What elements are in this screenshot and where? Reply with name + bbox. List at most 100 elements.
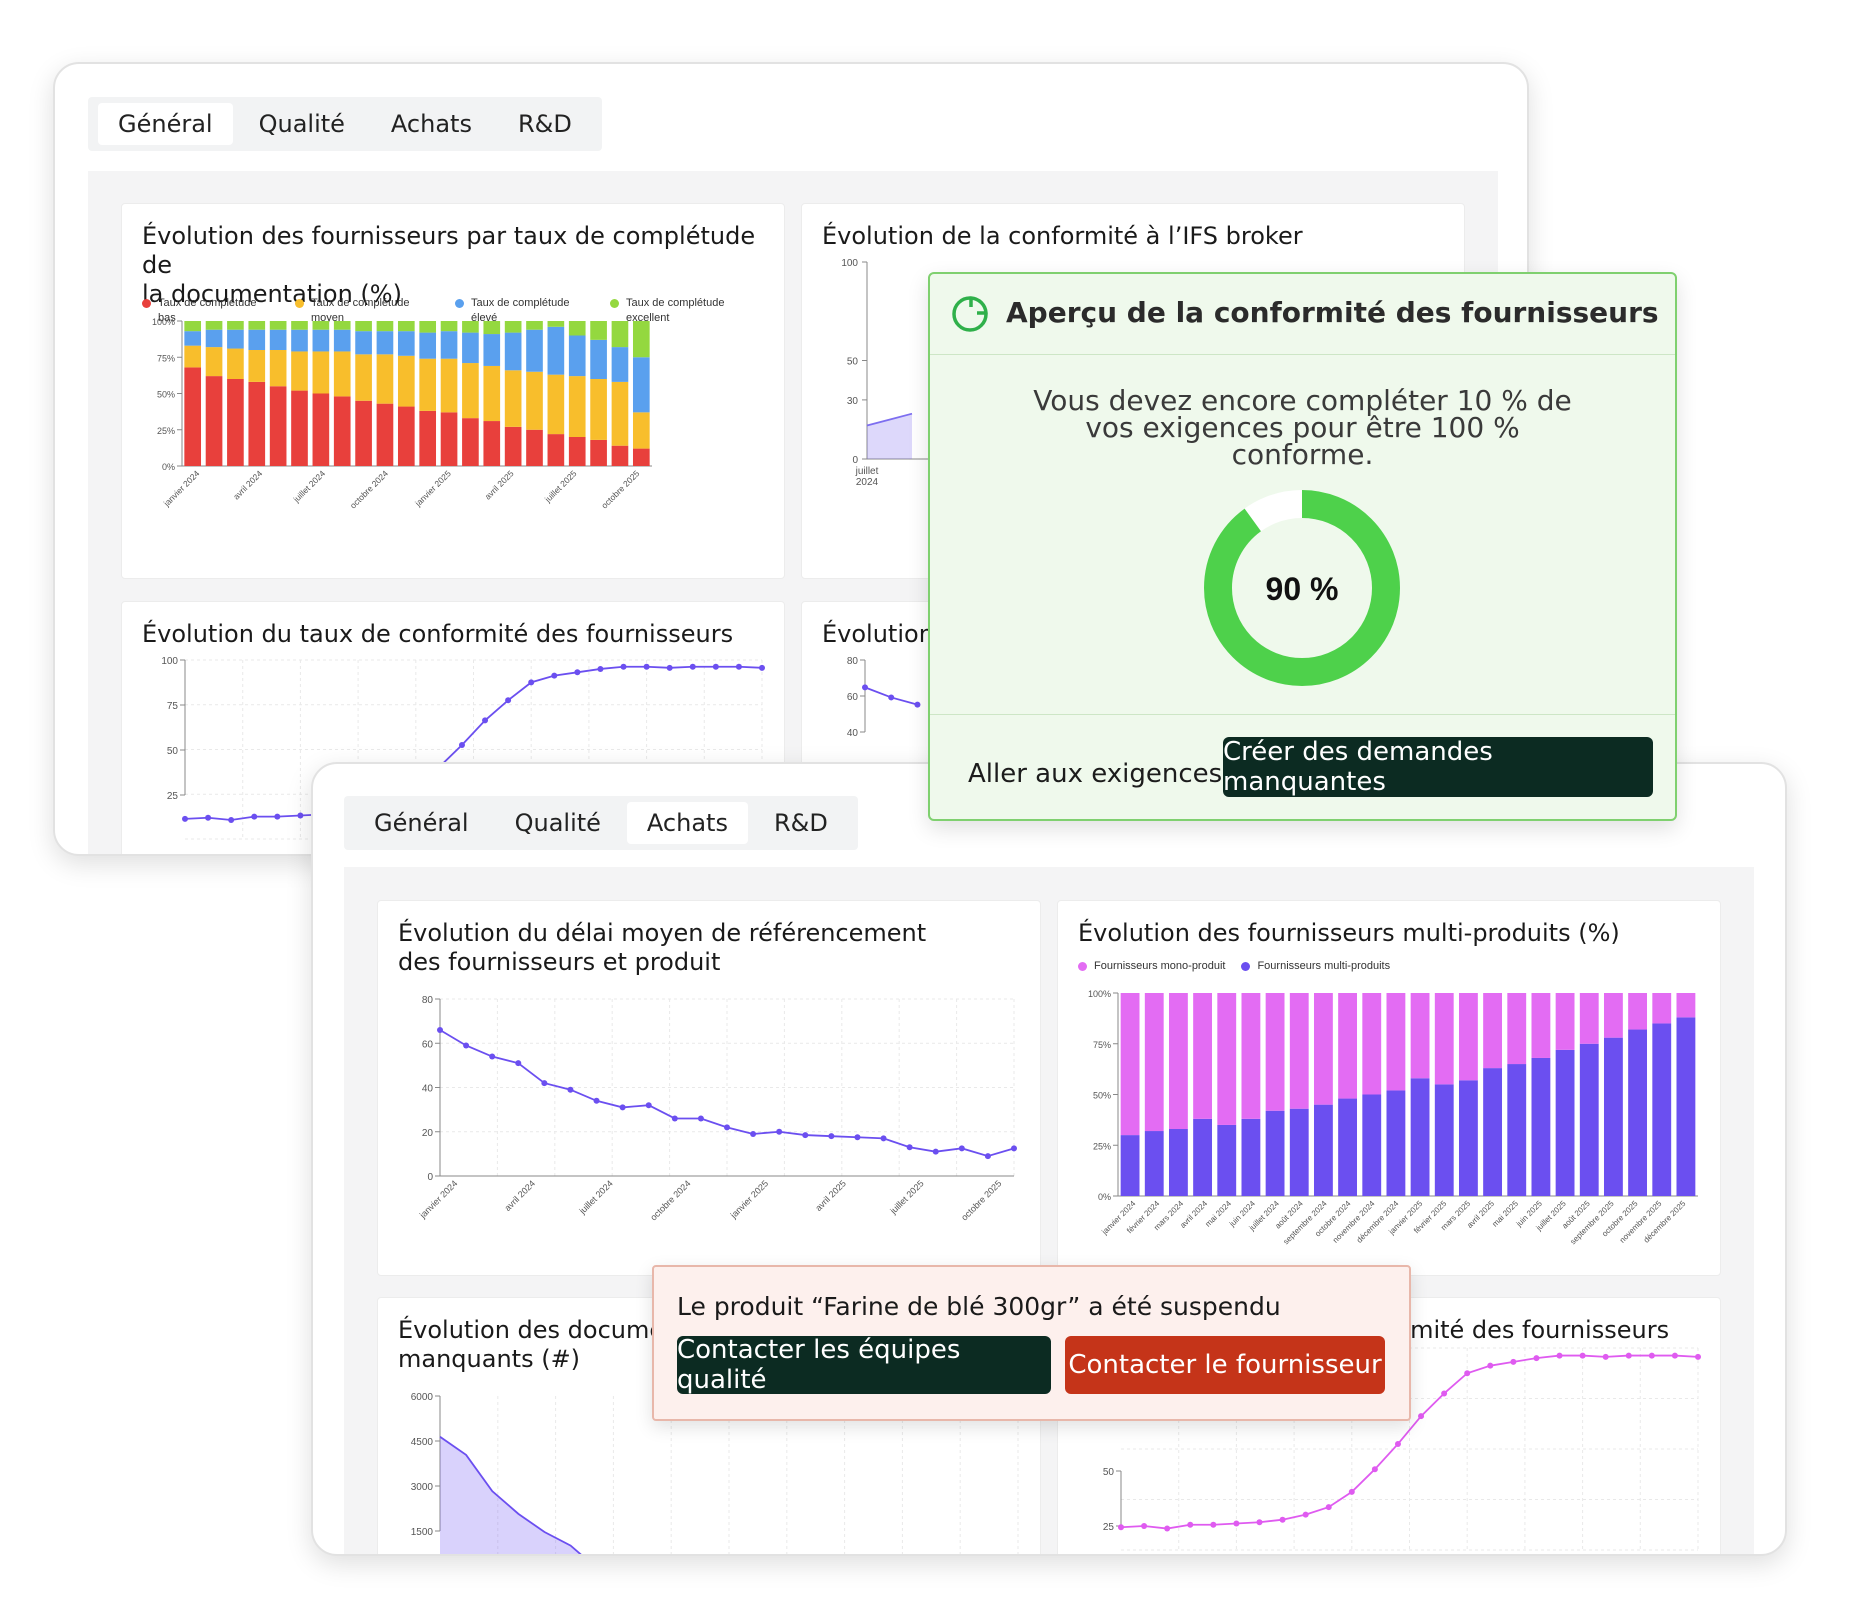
contact-supplier-button[interactable]: Contacter le fournisseur — [1065, 1336, 1385, 1394]
y-tick-label: 3000 — [411, 1482, 434, 1493]
front-dashboard-window: Général Qualité Achats R&D Évolution du … — [311, 762, 1787, 1556]
bar-segment — [1289, 1108, 1309, 1196]
y-tick-label: 40 — [422, 1084, 434, 1095]
data-point — [671, 1115, 678, 1122]
bar-segment — [1338, 1098, 1358, 1196]
bar-segment — [291, 321, 308, 330]
data-point — [906, 1144, 913, 1151]
x-tick-label: avril 2025 — [813, 1178, 848, 1213]
bar-segment — [1289, 993, 1309, 1109]
data-point — [574, 669, 581, 676]
tab-general[interactable]: Général — [98, 103, 233, 145]
bar-segment — [504, 332, 522, 371]
x-tick-label: janvier 2024 — [161, 468, 202, 509]
x-tick-label: janvier 2025 — [412, 468, 453, 509]
data-point — [712, 663, 719, 670]
bar-segment — [611, 321, 629, 348]
card-title: Évolution des documents manquants (#) — [398, 1316, 702, 1373]
bar-segment — [1410, 1078, 1430, 1196]
bar-segment — [1144, 1131, 1164, 1196]
tab-rnd[interactable]: R&D — [773, 809, 828, 837]
data-point — [1233, 1520, 1240, 1527]
y-tick-label: 100% — [1088, 989, 1111, 999]
data-point — [620, 663, 627, 670]
data-point — [1164, 1525, 1171, 1532]
data-point — [689, 663, 696, 670]
bar-segment — [248, 329, 266, 350]
bar-segment — [419, 410, 437, 466]
pie-chart-icon — [952, 296, 988, 332]
bar-segment — [227, 321, 244, 330]
bar-segment — [1628, 1029, 1648, 1196]
bar-segment — [440, 358, 458, 413]
bar-segment — [1217, 993, 1237, 1125]
data-point — [643, 663, 650, 670]
chart-legend: Fournisseurs mono-produit Fournisseurs m… — [1078, 959, 1390, 974]
bar-segment — [526, 329, 543, 372]
bar-segment — [547, 374, 565, 435]
data-point — [802, 1132, 809, 1139]
bar-segment — [227, 329, 244, 349]
bar-segment — [1144, 993, 1164, 1132]
card-title: Évolution de la conformité à l’IFS broke… — [822, 222, 1303, 250]
data-point — [1371, 1466, 1378, 1473]
y-tick-label: 0 — [852, 455, 858, 466]
bar-segment — [1434, 1084, 1454, 1196]
bar-segment — [1386, 1090, 1406, 1196]
data-point — [1602, 1353, 1609, 1360]
bar-segment — [397, 406, 415, 466]
legend-dot — [610, 299, 619, 308]
card-title: Évolution des fournisseurs multi-produit… — [1078, 919, 1620, 947]
data-point — [437, 1026, 443, 1033]
data-point — [1625, 1352, 1632, 1359]
bar-segment — [376, 331, 394, 355]
bar-segment — [1507, 993, 1527, 1065]
bar-segment — [1120, 1135, 1140, 1196]
go-to-requirements-link[interactable]: Aller aux exigences — [968, 759, 1223, 789]
bar-segment — [419, 358, 437, 411]
bar-segment — [1410, 993, 1430, 1079]
legend-dot — [455, 299, 464, 308]
tab-purchasing[interactable]: Achats — [390, 110, 472, 138]
create-missing-requests-button[interactable]: Créer des demandes manquantes — [1223, 737, 1653, 797]
tab-purchasing[interactable]: Achats — [626, 802, 748, 844]
x-tick-label: décembre 2024 — [1355, 1199, 1401, 1245]
y-tick-label: 50 — [1103, 1467, 1115, 1478]
bar-segment — [184, 331, 202, 346]
area-fill — [440, 1436, 581, 1554]
data-point — [1671, 1352, 1678, 1359]
tab-rnd[interactable]: R&D — [517, 110, 572, 138]
legend-item-multi: Fournisseurs multi-produits — [1241, 959, 1390, 974]
bar-segment — [462, 363, 479, 419]
tab-general[interactable]: Général — [374, 809, 469, 837]
data-point — [932, 1148, 939, 1155]
bar-segment — [483, 334, 501, 366]
tab-quality[interactable]: Qualité — [258, 110, 345, 138]
bar-segment — [440, 321, 458, 332]
x-tick-label: juillet — [855, 466, 879, 477]
x-tick-label: décembre 2025 — [1642, 1199, 1688, 1245]
bar-segment — [1265, 993, 1285, 1111]
bar-segment — [1241, 993, 1261, 1119]
y-tick-label: 40 — [847, 728, 859, 739]
bar-segment — [1168, 993, 1188, 1130]
bar-segment — [504, 321, 522, 333]
bar-segment — [1579, 1043, 1599, 1196]
bar-segment — [1579, 993, 1599, 1044]
data-point — [776, 1128, 783, 1135]
y-tick-label: 75 — [167, 701, 179, 712]
bar-segment — [1313, 993, 1333, 1105]
bar-segment — [526, 321, 543, 330]
contact-quality-team-button[interactable]: Contacter les équipes qualité — [677, 1335, 1051, 1395]
tab-quality[interactable]: Qualité — [514, 809, 601, 837]
legend-label: Taux de complétude bas — [158, 297, 257, 324]
compliance-overview-popover: Aperçu de la conformité des fournisseurs… — [928, 272, 1677, 821]
y-tick-label: 50% — [1093, 1091, 1111, 1101]
bar-segment — [205, 376, 223, 466]
bar-segment — [526, 371, 543, 430]
bar-segment — [632, 321, 650, 358]
bar-segment — [1362, 1094, 1382, 1196]
bar-segment — [632, 412, 650, 449]
bar-segment — [1338, 993, 1358, 1099]
